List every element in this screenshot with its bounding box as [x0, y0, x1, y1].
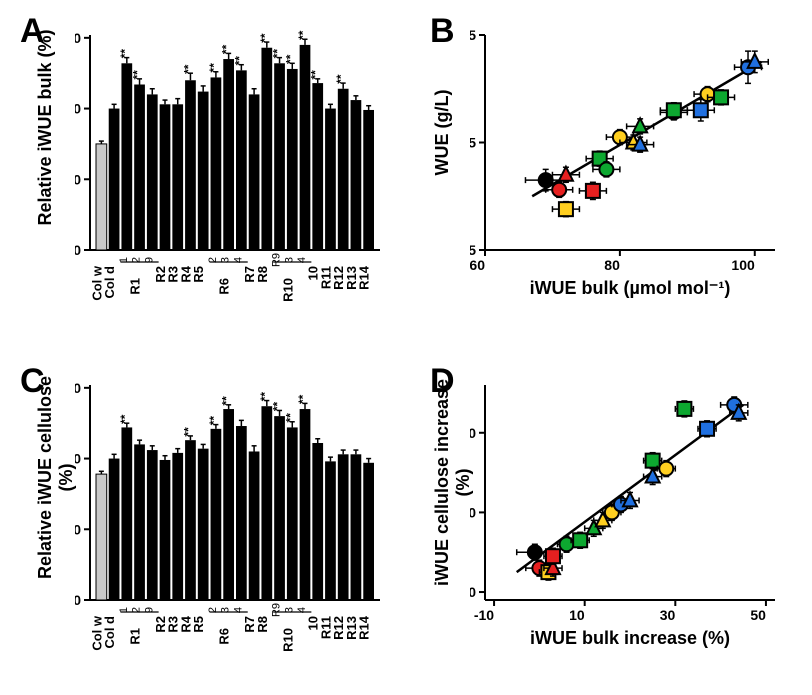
- svg-text:**: **: [207, 63, 221, 73]
- svg-text:**: **: [258, 392, 272, 402]
- svg-text:0: 0: [75, 592, 81, 608]
- ylabel-A: Relative iWUE bulk (%): [35, 20, 56, 235]
- svg-text:4: 4: [296, 607, 308, 613]
- svg-text:3: 3: [220, 257, 232, 263]
- svg-text:**: **: [131, 70, 145, 80]
- svg-text:150: 150: [75, 380, 81, 396]
- svg-text:30: 30: [660, 607, 676, 623]
- ylabel-D: iWUE cellulose increase (%): [432, 375, 474, 590]
- svg-text:R6: R6: [217, 278, 232, 295]
- svg-text:R9: R9: [271, 603, 283, 617]
- svg-text:R6: R6: [217, 628, 232, 645]
- svg-text:150: 150: [75, 30, 81, 46]
- svg-text:100: 100: [75, 451, 81, 467]
- svg-text:**: **: [296, 30, 310, 40]
- ylabel-B: WUE (g/L): [432, 25, 453, 240]
- svg-text:60: 60: [470, 257, 485, 273]
- svg-text:2: 2: [131, 607, 143, 613]
- svg-text:R14: R14: [357, 265, 372, 290]
- svg-text:50: 50: [75, 521, 81, 537]
- svg-text:9: 9: [143, 257, 155, 263]
- svg-text:R1: R1: [128, 628, 143, 645]
- svg-text:**: **: [220, 396, 234, 406]
- svg-text:R5: R5: [191, 616, 206, 633]
- svg-text:**: **: [118, 414, 132, 424]
- svg-text:R10: R10: [280, 628, 295, 652]
- ylabel-C: Relative iWUE cellulose (%): [35, 370, 77, 585]
- svg-text:**: **: [181, 64, 195, 74]
- svg-text:4: 4: [232, 257, 244, 263]
- svg-text:R9: R9: [271, 253, 283, 267]
- chart-C: 050100150****************Col wCol d129R2…: [75, 370, 395, 667]
- svg-text:1: 1: [118, 607, 130, 613]
- chart-D: -10 10 30 -10 10 30 50: [470, 370, 790, 625]
- svg-text:Col d: Col d: [102, 616, 117, 649]
- chart-A: 050100150************************Col wCo…: [75, 20, 395, 317]
- svg-text:R14: R14: [357, 615, 372, 640]
- svg-text:**: **: [207, 416, 221, 426]
- svg-text:50: 50: [750, 607, 766, 623]
- svg-text:**: **: [283, 413, 297, 423]
- svg-text:3: 3: [283, 257, 295, 263]
- svg-text:3.5: 3.5: [470, 27, 476, 43]
- svg-text:3: 3: [220, 607, 232, 613]
- svg-text:Col d: Col d: [102, 266, 117, 299]
- svg-text:100: 100: [75, 101, 81, 117]
- svg-text:2: 2: [207, 257, 219, 263]
- xlabel-D: iWUE bulk increase (%): [485, 628, 775, 649]
- svg-text:10: 10: [470, 504, 476, 520]
- svg-text:R5: R5: [191, 266, 206, 283]
- svg-text:**: **: [296, 394, 310, 404]
- svg-text:0: 0: [75, 242, 81, 258]
- svg-text:**: **: [309, 70, 323, 80]
- chart-B: 1.5 2.5 3.5 60 80 100: [470, 20, 790, 275]
- svg-text:9: 9: [143, 607, 155, 613]
- svg-text:**: **: [258, 33, 272, 43]
- svg-text:50: 50: [75, 171, 81, 187]
- svg-text:2.5: 2.5: [470, 135, 476, 151]
- xlabel-B: iWUE bulk (µmol mol⁻¹): [485, 278, 775, 299]
- svg-text:10: 10: [569, 607, 585, 623]
- svg-text:2: 2: [131, 257, 143, 263]
- svg-text:**: **: [220, 44, 234, 54]
- svg-text:**: **: [118, 49, 132, 59]
- svg-text:4: 4: [232, 607, 244, 613]
- svg-text:**: **: [283, 54, 297, 64]
- svg-text:R8: R8: [255, 616, 270, 633]
- svg-text:4: 4: [296, 257, 308, 263]
- svg-text:R8: R8: [255, 266, 270, 283]
- svg-text:30: 30: [470, 425, 476, 441]
- svg-text:**: **: [181, 427, 195, 437]
- svg-text:-10: -10: [474, 607, 494, 623]
- svg-text:**: **: [232, 56, 246, 66]
- svg-text:80: 80: [604, 257, 620, 273]
- svg-text:R10: R10: [280, 278, 295, 302]
- svg-text:100: 100: [731, 257, 755, 273]
- svg-text:1: 1: [118, 257, 130, 263]
- svg-text:**: **: [334, 74, 348, 84]
- svg-text:R1: R1: [128, 278, 143, 295]
- svg-text:**: **: [271, 401, 285, 411]
- svg-text:2: 2: [207, 607, 219, 613]
- svg-text:3: 3: [283, 607, 295, 613]
- svg-text:-10: -10: [470, 584, 476, 600]
- svg-text:1.5: 1.5: [470, 242, 476, 258]
